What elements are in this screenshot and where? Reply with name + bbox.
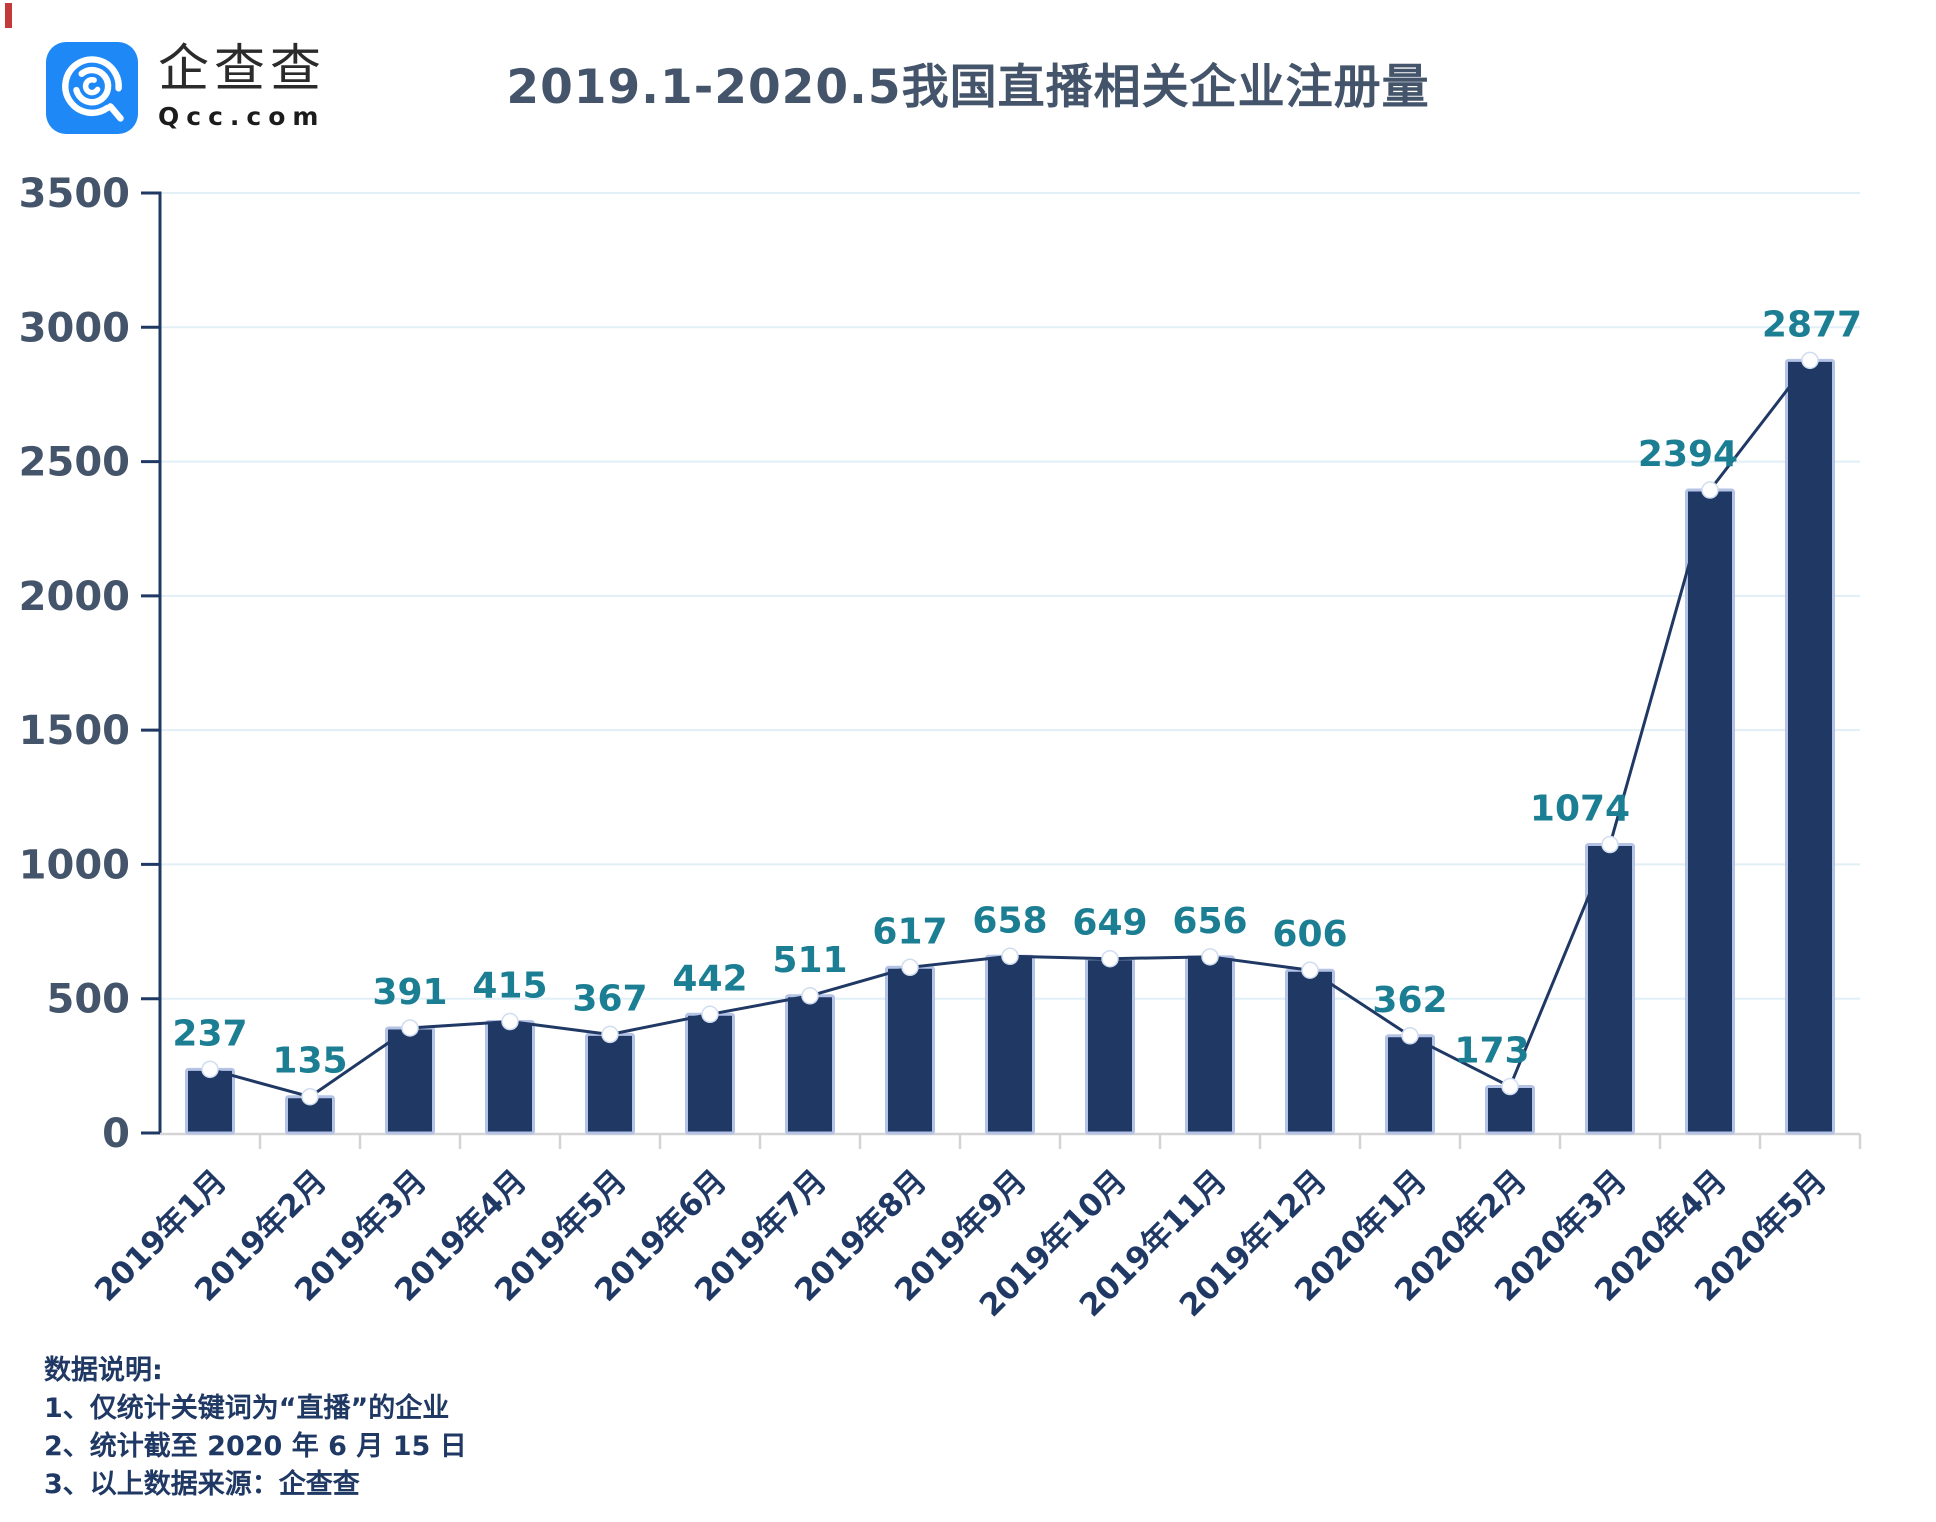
y-axis-label: 2000 <box>19 574 130 620</box>
data-point-marker <box>301 1087 319 1106</box>
data-notes: 数据说明: 1、仅统计关键词为“直播”的企业 2、统计截至 2020 年 6 月 … <box>44 1352 467 1504</box>
chart-title: 2019.1-2020.5我国直播相关企业注册量 <box>506 60 1430 115</box>
data-point-marker <box>1001 947 1019 966</box>
qcc-logo: 企查查 Qcc.com <box>46 42 326 134</box>
bar <box>785 994 835 1135</box>
y-axis-label: 1500 <box>19 708 130 754</box>
y-axis-label: 1000 <box>19 842 130 888</box>
corner-artifact <box>5 3 12 28</box>
data-point-marker <box>1101 949 1119 968</box>
value-label: 2394 <box>1638 434 1738 475</box>
bar <box>1285 968 1335 1135</box>
value-label: 135 <box>272 1041 347 1082</box>
data-point-marker <box>1701 481 1719 499</box>
y-axis-label: 2500 <box>19 440 130 486</box>
value-label: 511 <box>772 940 847 981</box>
bar <box>1385 1034 1435 1135</box>
value-label: 237 <box>172 1013 247 1054</box>
value-label: 658 <box>972 900 1047 941</box>
data-point-marker <box>1501 1077 1519 1096</box>
data-point-marker <box>1301 961 1319 979</box>
bar <box>1685 488 1735 1135</box>
y-axis-label: 3000 <box>19 305 130 351</box>
note-item: 3、以上数据来源：企查查 <box>44 1469 360 1500</box>
logo-company-name: 企查查 <box>158 40 327 99</box>
bar <box>685 1012 735 1135</box>
data-point-marker <box>901 958 919 977</box>
value-label: 415 <box>472 966 547 1007</box>
bar <box>1185 955 1235 1135</box>
bar <box>985 954 1035 1135</box>
y-axis-label: 3500 <box>19 171 130 217</box>
value-label: 606 <box>1272 914 1347 955</box>
value-label: 367 <box>572 978 647 1019</box>
notes-list: 1、仅统计关键词为“直播”的企业 2、统计截至 2020 年 6 月 15 日 3、… <box>44 1390 467 1504</box>
data-point-marker <box>1201 948 1219 966</box>
data-point-marker <box>201 1060 219 1079</box>
qcc-logo-text: 企查查 Qcc.com <box>158 42 326 131</box>
bar <box>485 1020 535 1135</box>
data-point-marker <box>501 1012 519 1031</box>
data-point-marker <box>1801 351 1819 370</box>
value-label: 173 <box>1454 1031 1529 1072</box>
data-point-marker <box>601 1025 619 1044</box>
note-item: 2、统计截至 2020 年 6 月 15 日 <box>44 1431 467 1462</box>
bar <box>185 1067 235 1135</box>
data-point-marker <box>401 1019 419 1037</box>
data-point-marker <box>1401 1027 1419 1045</box>
bar <box>885 965 935 1135</box>
bar <box>1085 957 1135 1135</box>
data-point-marker <box>801 987 819 1005</box>
bar <box>385 1026 435 1135</box>
y-axis-label: 500 <box>47 977 131 1023</box>
note-item: 1、仅统计关键词为“直播”的企业 <box>44 1393 450 1424</box>
data-point-marker <box>1601 835 1619 854</box>
chart-canvas: 0 500 1000 1500 2000 2500 3000 3500 237 135 391 415… <box>19 171 1862 1324</box>
value-label: 617 <box>872 911 947 952</box>
bar <box>585 1032 635 1135</box>
qcc-logo-icon <box>46 42 138 134</box>
data-point-marker <box>701 1005 719 1024</box>
value-label: 2877 <box>1762 304 1862 345</box>
logo-domain: Qcc.com <box>158 102 326 132</box>
y-axis-label: 0 <box>102 1111 130 1157</box>
value-label: 442 <box>672 958 747 999</box>
value-label: 656 <box>1172 901 1247 942</box>
value-label: 391 <box>372 972 447 1013</box>
bar <box>1785 358 1835 1135</box>
value-label: 1074 <box>1530 789 1630 830</box>
notes-heading: 数据说明: <box>44 1355 163 1386</box>
value-label: 362 <box>1372 980 1447 1021</box>
value-label: 649 <box>1072 903 1147 944</box>
